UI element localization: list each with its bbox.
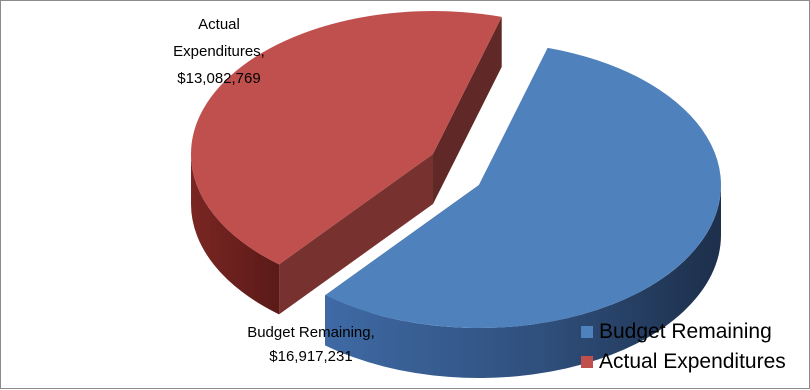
legend-label-actual-expenditures: Actual Expenditures [599, 350, 786, 373]
legend: Budget Remaining Actual Expenditures [581, 317, 786, 377]
slice-cut-face-actual-expenditures [433, 16, 502, 204]
legend-item-budget-remaining: Budget Remaining [581, 317, 786, 347]
pie-slice-actual-expenditures [190, 10, 502, 315]
pie-slice-budget-remaining [325, 47, 721, 378]
slice-side-budget-remaining [325, 185, 721, 378]
data-label-actual-expenditures-value: $13,082,769 [177, 70, 260, 87]
legend-swatch-actual-expenditures [581, 356, 593, 368]
data-label-budget-remaining-value: $16,917,231 [269, 348, 352, 365]
slice-side-actual-expenditures [191, 154, 280, 315]
legend-label-budget-remaining: Budget Remaining [599, 320, 772, 343]
slice-top-actual-expenditures [190, 10, 502, 265]
data-label-budget-remaining-name: Budget Remaining, [247, 324, 375, 341]
legend-swatch-budget-remaining [581, 326, 593, 338]
slice-top-budget-remaining [325, 47, 721, 328]
data-label-actual-expenditures-name: Actual Expenditures, [173, 16, 265, 60]
legend-item-actual-expenditures: Actual Expenditures [581, 347, 786, 377]
slice-cut-face-actual-expenditures [279, 154, 433, 315]
